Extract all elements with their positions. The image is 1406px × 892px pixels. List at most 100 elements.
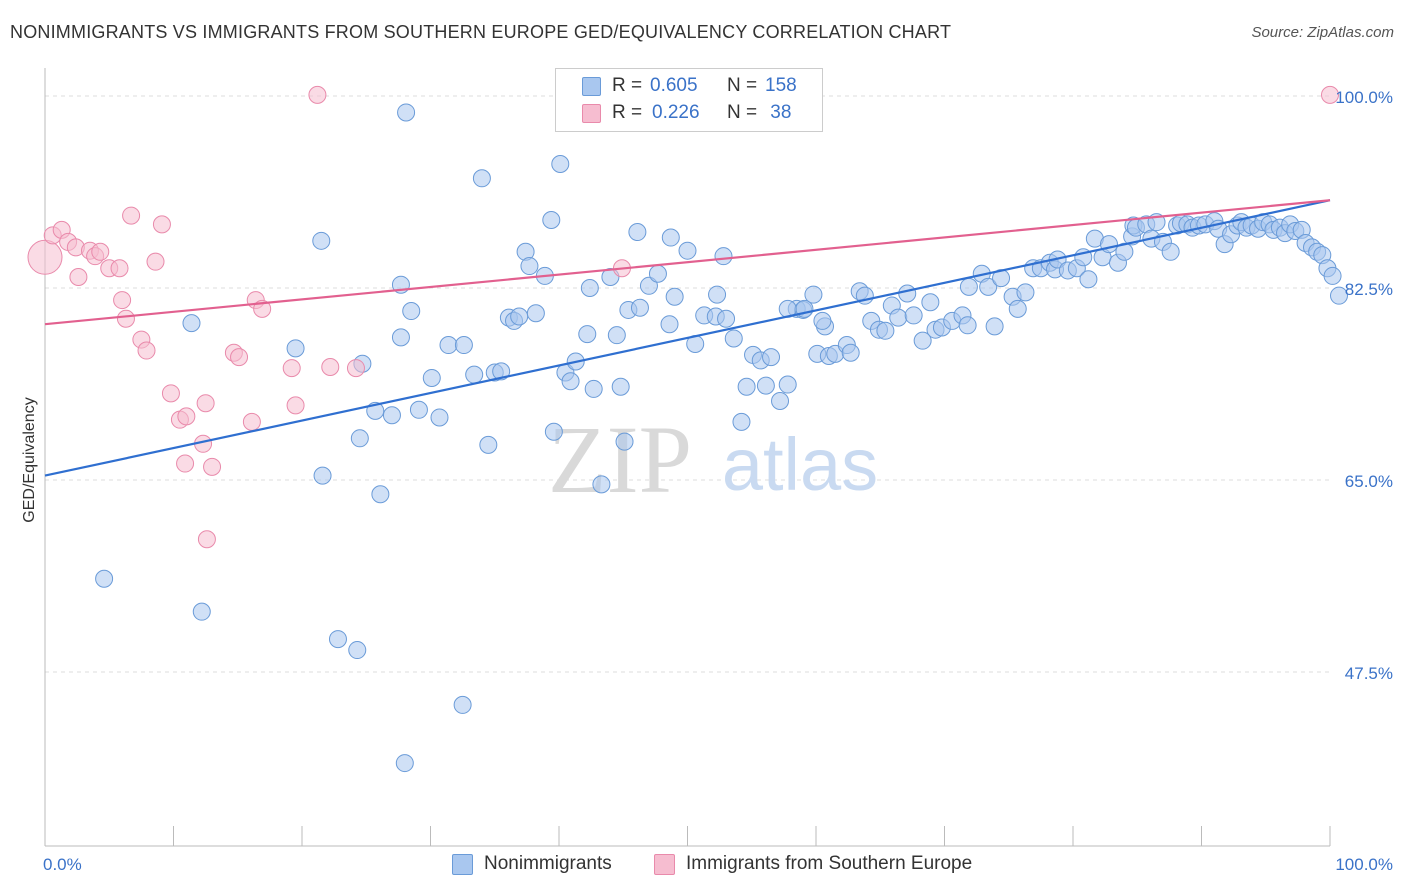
data-point-nonimmigrants bbox=[397, 103, 416, 122]
data-point-nonimmigrants bbox=[1329, 286, 1348, 305]
data-point-immigrants bbox=[176, 454, 195, 473]
data-point-immigrants bbox=[346, 359, 365, 378]
data-point-nonimmigrants bbox=[350, 429, 369, 448]
data-point-nonimmigrants bbox=[382, 406, 401, 425]
watermark-zip: ZIP bbox=[548, 406, 692, 513]
y-axis-label: GED/Equivalency bbox=[21, 397, 38, 523]
tick-labels: 100.0% 82.5% 65.0% 47.5% 0.0% 100.0% bbox=[43, 88, 1393, 874]
data-point-nonimmigrants bbox=[611, 377, 630, 396]
data-point-immigrants bbox=[152, 215, 171, 234]
data-point-immigrants bbox=[146, 252, 165, 271]
source-label: Source: ZipAtlas.com bbox=[1251, 24, 1394, 41]
data-point-immigrants bbox=[321, 357, 340, 376]
data-point-nonimmigrants bbox=[182, 314, 201, 333]
data-point-nonimmigrants bbox=[1008, 299, 1027, 318]
data-point-nonimmigrants bbox=[391, 328, 410, 347]
data-point-nonimmigrants bbox=[630, 298, 649, 317]
data-point-immigrants bbox=[27, 239, 63, 275]
data-point-nonimmigrants bbox=[454, 336, 473, 355]
y-tick-label: 82.5% bbox=[1345, 280, 1393, 299]
data-point-nonimmigrants bbox=[312, 231, 331, 250]
data-point-immigrants bbox=[203, 457, 222, 476]
data-point-nonimmigrants bbox=[771, 392, 790, 411]
grid-lines bbox=[45, 95, 1330, 673]
data-point-nonimmigrants bbox=[561, 372, 580, 391]
data-point-nonimmigrants bbox=[985, 317, 1004, 336]
axes bbox=[44, 68, 1331, 847]
data-point-nonimmigrants bbox=[286, 339, 305, 358]
data-point-nonimmigrants bbox=[472, 169, 491, 188]
data-point-nonimmigrants bbox=[889, 308, 908, 327]
data-point-nonimmigrants bbox=[395, 754, 414, 773]
data-point-nonimmigrants bbox=[510, 307, 529, 326]
y-tick-label: 65.0% bbox=[1345, 472, 1393, 491]
legend-row-nonimmigrants: R = 0.605 N = 158 bbox=[582, 73, 822, 99]
data-point-immigrants bbox=[161, 384, 180, 403]
data-point-immigrants bbox=[69, 268, 88, 287]
data-point-immigrants bbox=[177, 407, 196, 426]
data-point-nonimmigrants bbox=[371, 485, 390, 504]
data-point-nonimmigrants bbox=[628, 223, 647, 242]
data-point-nonimmigrants bbox=[542, 210, 561, 229]
data-point-nonimmigrants bbox=[708, 285, 727, 304]
data-point-nonimmigrants bbox=[904, 306, 923, 325]
data-point-nonimmigrants bbox=[592, 475, 611, 494]
data-point-immigrants bbox=[122, 206, 141, 225]
data-point-nonimmigrants bbox=[778, 375, 797, 394]
data-point-nonimmigrants bbox=[492, 362, 511, 381]
bottom-legend-label: Immigrants from Southern Europe bbox=[686, 853, 973, 874]
legend-n-value: 158 bbox=[765, 75, 797, 96]
data-point-nonimmigrants bbox=[921, 293, 940, 312]
data-point-nonimmigrants bbox=[639, 276, 658, 295]
data-point-immigrants bbox=[242, 412, 261, 431]
data-point-immigrants bbox=[286, 396, 305, 415]
data-point-nonimmigrants bbox=[402, 302, 421, 321]
data-point-immigrants bbox=[91, 242, 110, 261]
data-point-nonimmigrants bbox=[876, 321, 895, 340]
data-point-immigrants bbox=[113, 291, 132, 310]
data-point-nonimmigrants bbox=[465, 365, 484, 384]
data-point-immigrants bbox=[308, 85, 327, 104]
data-point-immigrants bbox=[110, 259, 129, 278]
legend-r-value: 0.226 bbox=[652, 102, 700, 123]
data-point-nonimmigrants bbox=[439, 336, 458, 355]
legend-row-immigrants: R = 0.226 N = 38 bbox=[582, 100, 822, 126]
data-point-nonimmigrants bbox=[1016, 283, 1035, 302]
chart-title: NONIMMIGRANTS VS IMMIGRANTS FROM SOUTHER… bbox=[10, 22, 952, 42]
data-point-nonimmigrants bbox=[813, 311, 832, 330]
trend-line-immigrants bbox=[44, 199, 1331, 326]
data-point-nonimmigrants bbox=[192, 602, 211, 621]
data-point-nonimmigrants bbox=[607, 326, 626, 345]
data-point-immigrants bbox=[197, 530, 216, 549]
data-point-nonimmigrants bbox=[409, 400, 428, 419]
bottom-legend-swatch-pink bbox=[654, 854, 675, 875]
watermark: ZIP atlas bbox=[548, 406, 878, 513]
data-point-nonimmigrants bbox=[660, 315, 679, 334]
series-immigrants-points bbox=[27, 85, 1339, 549]
data-point-nonimmigrants bbox=[584, 379, 603, 398]
data-point-nonimmigrants bbox=[520, 257, 539, 276]
data-point-nonimmigrants bbox=[95, 569, 114, 588]
data-point-nonimmigrants bbox=[732, 412, 751, 431]
legend-swatch-pink bbox=[582, 104, 601, 123]
y-tick-label: 47.5% bbox=[1345, 664, 1393, 683]
data-point-immigrants bbox=[1321, 85, 1339, 104]
data-point-immigrants bbox=[196, 394, 215, 413]
data-point-nonimmigrants bbox=[804, 285, 823, 304]
data-point-nonimmigrants bbox=[578, 325, 597, 344]
data-point-nonimmigrants bbox=[737, 377, 756, 396]
data-point-immigrants bbox=[137, 341, 156, 360]
data-point-nonimmigrants bbox=[724, 329, 743, 348]
data-point-nonimmigrants bbox=[714, 247, 733, 266]
legend-r-value: 0.605 bbox=[650, 75, 698, 96]
data-point-nonimmigrants bbox=[453, 695, 472, 714]
data-point-nonimmigrants bbox=[1099, 235, 1118, 254]
data-point-immigrants bbox=[282, 359, 301, 378]
data-point-nonimmigrants bbox=[1079, 270, 1098, 289]
data-point-nonimmigrants bbox=[348, 641, 367, 660]
legend-swatch-blue bbox=[582, 77, 601, 96]
data-point-nonimmigrants bbox=[580, 279, 599, 297]
data-point-nonimmigrants bbox=[479, 435, 498, 454]
data-point-nonimmigrants bbox=[328, 630, 347, 649]
